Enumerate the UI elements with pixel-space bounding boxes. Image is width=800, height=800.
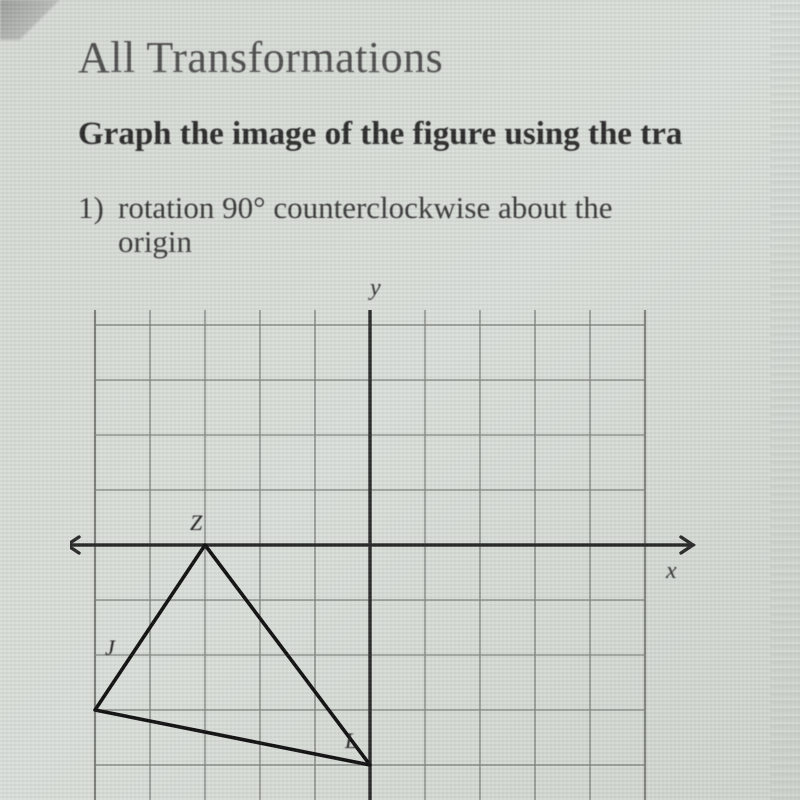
worksheet-page: All Transformations Graph the image of t… (0, 0, 800, 800)
grid-svg (70, 310, 700, 800)
vertex-label-z: Z (190, 510, 202, 536)
page-corner-fold (0, 0, 60, 40)
page-title: All Transformations (78, 32, 443, 83)
problem-number: 1) (78, 190, 118, 226)
vertex-label-j: J (105, 635, 115, 661)
coordinate-grid (70, 310, 670, 790)
problem-1-line-1: 1)rotation 90° counterclockwise about th… (78, 190, 612, 226)
y-axis-label: y (370, 275, 381, 302)
instruction-text: Graph the image of the figure using the … (78, 116, 800, 153)
problem-text-line1: rotation 90° counterclockwise about the (118, 190, 612, 225)
problem-1-line-2: origin (118, 224, 192, 260)
vertex-label-l: L (345, 728, 357, 754)
x-axis-label: x (666, 558, 677, 585)
